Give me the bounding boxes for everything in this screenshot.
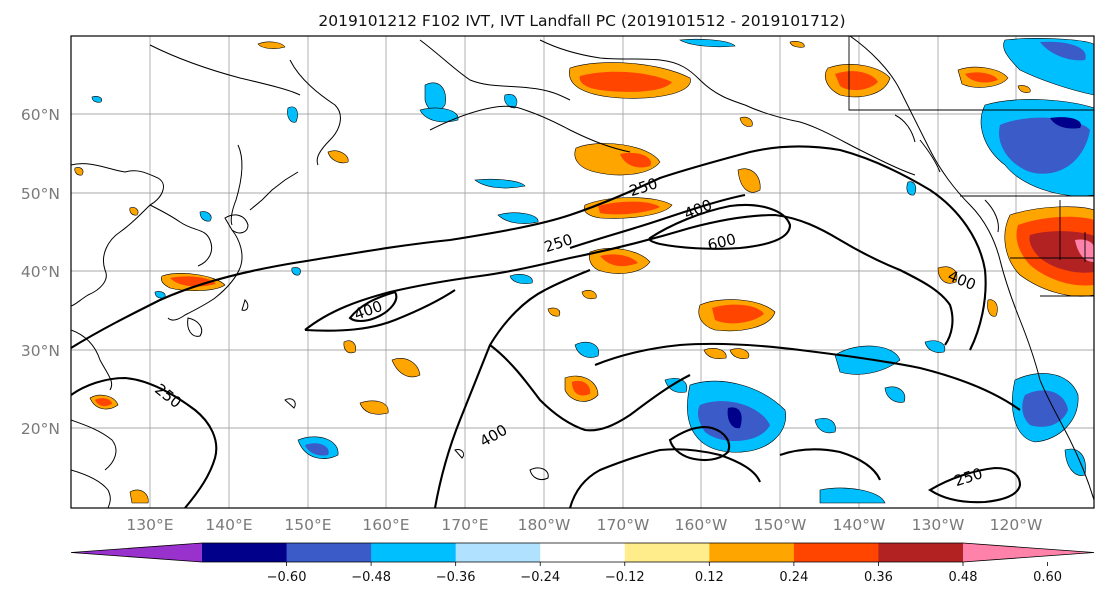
lon-label: 130°E bbox=[126, 516, 173, 534]
map-title: 2019101212 F102 IVT, IVT Landfall PC (20… bbox=[318, 12, 845, 30]
lat-label: 60°N bbox=[21, 106, 60, 124]
coastlines bbox=[71, 36, 1094, 508]
lon-label: 140°W bbox=[833, 516, 886, 534]
colorbar-tick-label: −0.48 bbox=[351, 570, 391, 585]
colorbar-cell bbox=[202, 543, 288, 562]
lon-label: 170°E bbox=[441, 516, 488, 534]
lon-label: 150°W bbox=[754, 516, 807, 534]
longitude-labels: 130°E 140°E 150°E 160°E 170°E 180°W 170°… bbox=[126, 516, 1042, 534]
colorbar: −0.60 −0.48 −0.36 −0.24 −0.12 0.12 0.24 0.36 0.4… bbox=[70, 542, 1095, 585]
colorbar-tick-label: −0.60 bbox=[267, 570, 307, 585]
colorbar-cell bbox=[709, 543, 795, 562]
ivt-contours bbox=[71, 145, 1022, 508]
map-frame bbox=[70, 35, 1095, 509]
lat-label: 40°N bbox=[21, 263, 60, 281]
colorbar-tick-label: −0.36 bbox=[436, 570, 476, 585]
lon-label: 170°W bbox=[597, 516, 650, 534]
lon-label: 120°W bbox=[990, 516, 1043, 534]
colorbar-cell bbox=[286, 543, 372, 562]
colorbar-tick-label: 0.48 bbox=[949, 570, 978, 585]
gridlines bbox=[71, 36, 1094, 508]
colorbar-cell bbox=[624, 543, 710, 562]
map-content: 250 400 600 250 400 250 400 400 250 bbox=[71, 36, 1094, 508]
colorbar-tick-label: −0.12 bbox=[605, 570, 645, 585]
lon-label: 160°W bbox=[675, 516, 728, 534]
map-panel: 250 400 600 250 400 250 400 400 250 bbox=[70, 35, 1095, 509]
colorbar-cell-low-extend bbox=[71, 543, 202, 562]
political-boundaries bbox=[848, 36, 1094, 297]
colorbar-outline bbox=[70, 542, 1095, 563]
lat-label: 50°N bbox=[21, 185, 60, 203]
colorbar-cell bbox=[540, 543, 626, 562]
latitude-labels: 60°N 50°N 40°N 30°N 20°N bbox=[21, 106, 60, 438]
colorbar-tick-label: 0.24 bbox=[779, 570, 808, 585]
colorbar-cell bbox=[878, 543, 964, 562]
negative-anomaly-shading bbox=[91, 38, 1094, 504]
lon-label: 140°E bbox=[205, 516, 252, 534]
colorbar-cell bbox=[455, 543, 541, 562]
lat-label: 20°N bbox=[21, 420, 60, 438]
lon-label: 180°W bbox=[518, 516, 571, 534]
colorbar-tick-label: 0.60 bbox=[1033, 570, 1062, 585]
colorbar-cells bbox=[70, 542, 1095, 563]
lat-label: 30°N bbox=[21, 342, 60, 360]
lon-label: 130°W bbox=[912, 516, 965, 534]
colorbar-cell bbox=[371, 543, 457, 562]
colorbar-cell-high-extend bbox=[963, 543, 1094, 562]
colorbar-tick-label: 0.36 bbox=[864, 570, 893, 585]
colorbar-tick-label: −0.24 bbox=[520, 570, 560, 585]
colorbar-cell bbox=[793, 543, 879, 562]
colorbar-tick-label: 0.12 bbox=[695, 570, 724, 585]
lon-label: 160°E bbox=[362, 516, 409, 534]
colorbar-ticks: −0.60 −0.48 −0.36 −0.24 −0.12 0.12 0.24 0.36 0.4… bbox=[267, 562, 1062, 585]
lon-label: 150°E bbox=[284, 516, 331, 534]
positive-anomaly-shading bbox=[74, 41, 1094, 504]
